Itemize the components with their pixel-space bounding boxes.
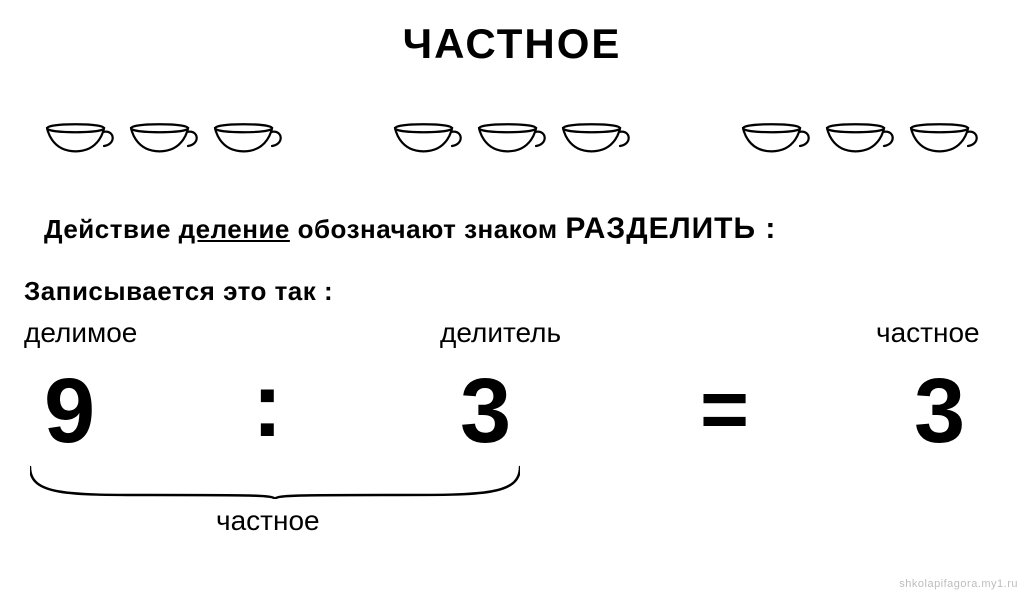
- equation-area: делимое делитель частное 9 : 3 = 3 частн…: [0, 317, 1024, 547]
- cup-icon: [904, 108, 984, 168]
- cup-group: [388, 108, 636, 168]
- cup-icon: [208, 108, 288, 168]
- cup-icon: [820, 108, 900, 168]
- cup-icon: [736, 108, 816, 168]
- cup-group: [40, 108, 288, 168]
- sentence-mid: обозначают знаком: [290, 214, 565, 244]
- cup-icon: [556, 108, 636, 168]
- sentence-underlined: деление: [179, 214, 290, 244]
- brace-label: частное: [216, 505, 320, 537]
- divisor-label: делитель: [440, 317, 561, 349]
- definition-sentence: Действие деление обозначают знаком РАЗДЕ…: [44, 212, 1024, 246]
- sentence-big: РАЗДЕЛИТЬ :: [565, 212, 776, 245]
- curly-brace: [30, 463, 520, 499]
- cup-icon: [472, 108, 552, 168]
- watermark: shkolapifagora.my1.ru: [899, 578, 1018, 590]
- equals-sign: =: [700, 367, 749, 451]
- divisor-number: 3: [460, 365, 511, 457]
- quotient-number: 3: [914, 365, 965, 457]
- page-title: ЧАСТНОЕ: [0, 20, 1024, 68]
- dividend-label: делимое: [24, 317, 137, 349]
- cup-icon: [124, 108, 204, 168]
- cup-group: [736, 108, 984, 168]
- cup-icon: [388, 108, 468, 168]
- cup-icon: [40, 108, 120, 168]
- quotient-label: частное: [876, 317, 980, 349]
- cups-row: [0, 108, 1024, 168]
- notation-sentence: Записывается это так :: [24, 276, 1024, 307]
- division-colon: :: [252, 359, 283, 451]
- sentence-prefix: Действие: [44, 214, 179, 244]
- dividend-number: 9: [44, 365, 95, 457]
